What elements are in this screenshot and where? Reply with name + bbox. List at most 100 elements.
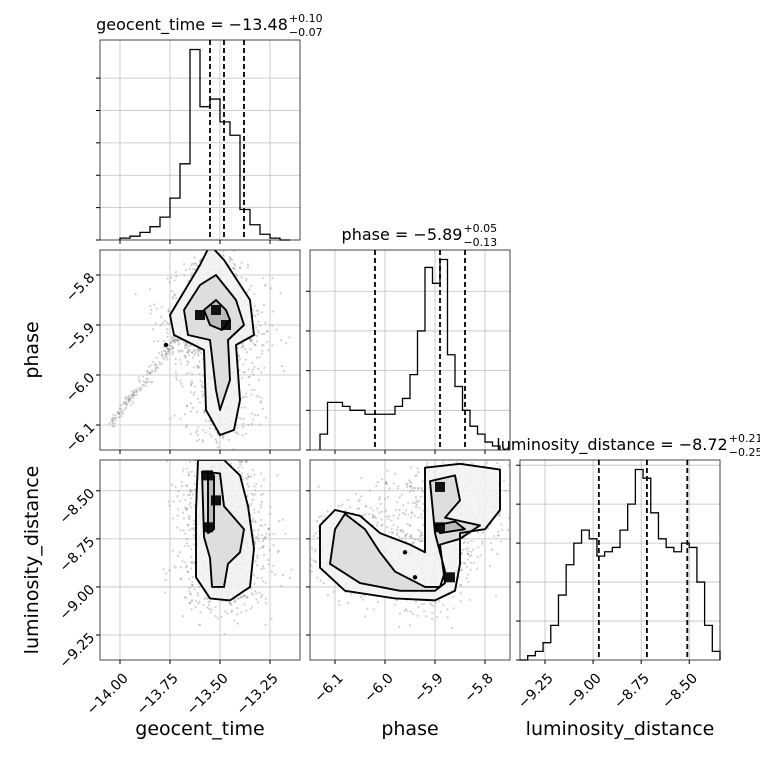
scatter-point (193, 354, 196, 357)
scatter-point (199, 611, 202, 614)
scatter-point (159, 315, 163, 319)
scatter-point (150, 370, 154, 373)
scatter-point (215, 439, 218, 442)
scatter-point (385, 515, 389, 518)
scatter-point (185, 542, 189, 545)
scatter-point (257, 313, 260, 316)
scatter-point (454, 440, 456, 442)
scatter-point (234, 431, 237, 434)
scatter-point (261, 565, 265, 568)
scatter-point (251, 361, 254, 365)
scatter-point (233, 264, 237, 267)
scatter-point (393, 472, 397, 475)
scatter-point (312, 535, 316, 538)
scatter-point (253, 389, 256, 392)
scatter-point (120, 415, 123, 418)
scatter-point (197, 366, 201, 369)
scatter-point (166, 460, 169, 463)
hist-panel-geocent_time (96, 39, 301, 244)
scatter-point (166, 347, 169, 350)
scatter-point (251, 498, 254, 501)
scatter-point (181, 385, 184, 388)
scatter-point (253, 473, 256, 476)
scatter-point (410, 536, 414, 540)
scatter-point (258, 355, 261, 359)
scatter-point (137, 387, 141, 390)
scatter-point (451, 595, 454, 598)
scatter-point (210, 608, 213, 611)
scatter-point (408, 535, 411, 538)
scatter-point (376, 507, 379, 510)
contour-line (207, 470, 215, 535)
scatter-point (476, 555, 480, 559)
scatter-point (187, 473, 190, 476)
xlabel-luminosity_distance: luminosity_distance (526, 718, 715, 740)
scatter-point (242, 345, 245, 348)
scatter-point (154, 363, 157, 366)
scatter-point (268, 533, 271, 536)
scatter-point (279, 292, 282, 295)
scatter-point (467, 552, 470, 556)
scatter-point (270, 617, 273, 620)
scatter-point (405, 509, 408, 512)
scatter-point (230, 610, 233, 614)
scatter-point (187, 493, 190, 497)
scatter-point (191, 351, 194, 354)
scatter-point (232, 262, 235, 265)
scatter-point (404, 534, 407, 537)
ylabel-phase: phase (21, 321, 43, 378)
scatter-point (192, 349, 195, 353)
scatter-point (181, 615, 185, 618)
scatter-point (241, 342, 244, 345)
scatter-point (174, 357, 177, 361)
scatter-point (135, 390, 138, 393)
scatter-point (197, 354, 200, 357)
scatter-point (396, 528, 399, 532)
scatter-point (249, 339, 252, 343)
scatter-point (231, 266, 234, 269)
scatter-point (280, 339, 283, 342)
scatter-point (412, 541, 415, 544)
scatter-point (204, 597, 207, 600)
scatter-point (143, 381, 146, 384)
scatter-point (242, 395, 246, 398)
scatter-point (457, 576, 461, 579)
scatter-point (236, 607, 239, 610)
title-geocent_time: geocent_time = −13.48 (96, 15, 288, 35)
scatter-point (149, 371, 152, 375)
scatter-point (386, 469, 389, 472)
scatter-point (420, 516, 423, 519)
contour-line (434, 520, 466, 535)
scatter-point (417, 516, 420, 519)
scatter-point (470, 539, 473, 543)
scatter-point (201, 454, 203, 456)
scatter-point (170, 290, 174, 293)
scatter-point (248, 375, 251, 378)
scatter-point (379, 502, 382, 506)
scatter-point (167, 310, 170, 313)
scatter-point (177, 508, 180, 511)
scatter-point (402, 504, 405, 507)
scatter-point (364, 505, 367, 509)
scatter-point (239, 596, 242, 599)
scatter-point (201, 358, 204, 361)
scatter-point (410, 485, 413, 488)
scatter-point (160, 306, 163, 309)
scatter-point (461, 548, 465, 551)
scatter-point (361, 598, 365, 601)
scatter-point (223, 633, 226, 636)
scatter-point (190, 555, 193, 558)
scatter-point (261, 343, 264, 347)
scatter-point (405, 483, 408, 486)
scatter-point (124, 401, 128, 404)
scatter-point (267, 527, 271, 530)
scatter-point (119, 404, 123, 407)
pair-panel-geocent_time-phase (96, 249, 301, 454)
scatter-point (314, 532, 317, 535)
scatter-point (198, 260, 202, 263)
scatter-point (185, 424, 188, 427)
scatter-point (239, 461, 242, 464)
scatter-point (165, 321, 169, 324)
scatter-point (384, 480, 388, 483)
scatter-point (262, 580, 265, 583)
